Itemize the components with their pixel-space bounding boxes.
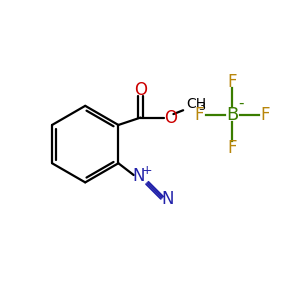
Text: F: F (228, 73, 237, 91)
Text: O: O (164, 109, 177, 127)
Text: 3: 3 (199, 102, 206, 112)
Text: N: N (161, 190, 173, 208)
Text: F: F (195, 106, 204, 124)
Text: B: B (226, 106, 238, 124)
Text: F: F (228, 139, 237, 157)
Text: F: F (261, 106, 270, 124)
Text: CH: CH (187, 97, 207, 111)
Text: N: N (133, 167, 145, 185)
Text: -: - (238, 96, 244, 111)
Text: +: + (141, 164, 152, 176)
Text: O: O (134, 81, 147, 99)
